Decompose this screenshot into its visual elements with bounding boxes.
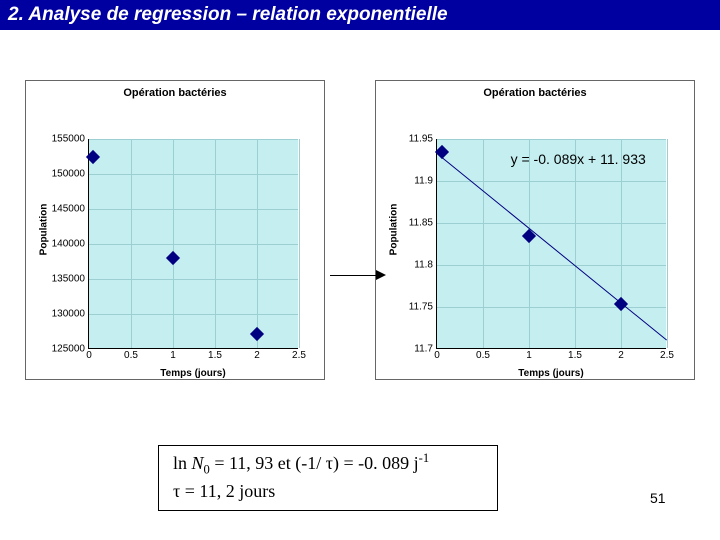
gridline	[437, 307, 666, 308]
y-tick: 145000	[52, 204, 89, 215]
result-sup: -1	[419, 451, 430, 465]
result-N: N	[192, 453, 204, 473]
data-marker	[250, 327, 264, 341]
x-tick: 1	[170, 348, 176, 361]
arrow-line	[330, 275, 376, 276]
left-chart-frame: Opération bactéries Population 00.511.522.…	[25, 80, 325, 380]
gridline	[89, 174, 298, 175]
gridline	[575, 139, 576, 348]
charts-row: Opération bactéries Population 00.511.522.…	[0, 30, 720, 390]
plot-area: 00.511.522.51250001300001350001400001450…	[88, 139, 298, 349]
result-box: ln N0 = 11, 93 et (-1/ τ) = -0. 089 j-1 …	[158, 445, 498, 511]
gridline	[89, 314, 298, 315]
gridline	[621, 139, 622, 348]
x-tick: 0.5	[124, 348, 138, 361]
gridline	[529, 139, 530, 348]
y-tick: 125000	[52, 344, 89, 355]
data-marker	[435, 145, 449, 159]
gridline	[483, 139, 484, 348]
y-tick: 155000	[52, 134, 89, 145]
x-tick: 2.5	[292, 348, 306, 361]
y-tick: 11.85	[409, 218, 437, 229]
y-tick: 11.9	[414, 176, 437, 187]
y-tick: 130000	[52, 309, 89, 320]
y-tick: 140000	[52, 239, 89, 250]
result-line-1: ln N0 = 11, 93 et (-1/ τ) = -0. 089 j-1	[173, 450, 483, 479]
y-tick: 11.7	[414, 344, 437, 355]
gridline	[437, 265, 666, 266]
right-chart-frame: Opération bactéries Population 00.511.522.…	[375, 80, 695, 380]
y-tick: 11.95	[409, 134, 437, 145]
y-tick: 135000	[52, 274, 89, 285]
regression-equation: y = -0. 089x + 11. 933	[511, 151, 646, 167]
chart-title: Opération bactéries	[26, 81, 324, 109]
y-axis-label: Population	[38, 204, 49, 256]
x-tick: 1.5	[208, 348, 222, 361]
x-tick: 2	[254, 348, 260, 361]
y-tick: 150000	[52, 169, 89, 180]
arrow	[330, 270, 386, 280]
gridline	[299, 139, 300, 348]
data-marker	[166, 251, 180, 265]
x-axis-label: Temps (jours)	[88, 365, 298, 382]
y-tick: 11.75	[409, 302, 437, 313]
result-pre: ln	[173, 453, 192, 473]
chart-title: Opération bactéries	[376, 81, 694, 109]
plot-area: 00.511.522.511.711.7511.811.8511.911.95y…	[436, 139, 666, 349]
gridline	[89, 244, 298, 245]
gridline	[89, 139, 298, 140]
x-tick: 0.5	[476, 348, 490, 361]
result-mid: = 11, 93 et (-1/ τ) = -0. 089 j	[210, 453, 419, 473]
gridline	[667, 139, 668, 348]
x-tick: 2.5	[660, 348, 674, 361]
data-marker	[86, 149, 100, 163]
gridline	[437, 223, 666, 224]
gridline	[89, 209, 298, 210]
page-title-bar: 2. Analyse de regression – relation expo…	[0, 0, 720, 30]
arrow-head-icon	[376, 270, 386, 280]
gridline	[437, 139, 666, 140]
page-title: 2. Analyse de regression – relation expo…	[8, 4, 448, 26]
page-number: 51	[650, 490, 666, 506]
x-tick: 1.5	[568, 348, 582, 361]
y-axis-label: Population	[388, 204, 399, 256]
x-tick: 1	[526, 348, 532, 361]
result-line-2: τ = 11, 2 jours	[173, 479, 483, 504]
gridline	[89, 279, 298, 280]
x-axis-label: Temps (jours)	[436, 365, 666, 382]
y-tick: 11.8	[414, 260, 437, 271]
x-tick: 2	[618, 348, 624, 361]
